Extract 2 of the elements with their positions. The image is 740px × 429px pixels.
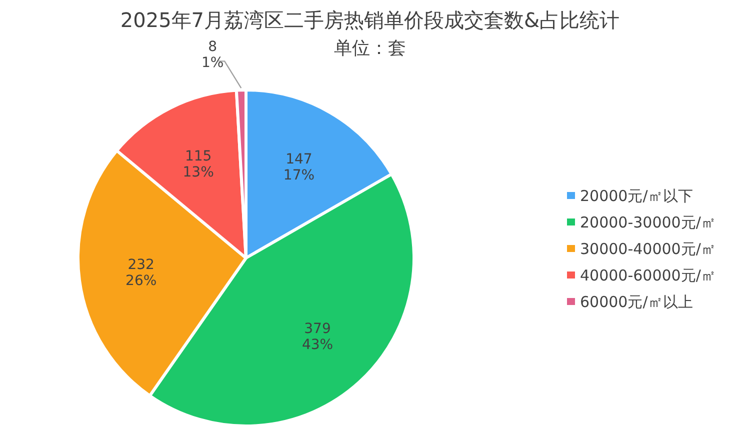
subtitle: 单位：套 [334,38,406,59]
title: 2025年7月荔湾区二手房热销单价段成交套数&占比统计 [120,8,620,32]
